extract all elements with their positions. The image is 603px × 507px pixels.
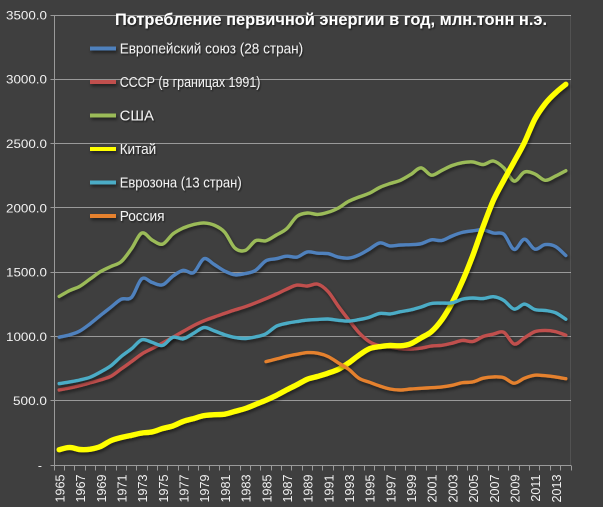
- svg-text:1965: 1965: [54, 475, 68, 503]
- svg-text:1983: 1983: [240, 475, 254, 503]
- svg-text:Китай: Китай: [120, 142, 157, 158]
- svg-text:1969: 1969: [95, 475, 109, 503]
- svg-text:2011: 2011: [529, 475, 543, 502]
- svg-text:1981: 1981: [219, 475, 233, 503]
- svg-text:1999: 1999: [405, 475, 419, 503]
- svg-text:Европейский союз (28 стран): Европейский союз (28 стран): [120, 42, 304, 58]
- svg-text:США: США: [120, 109, 155, 125]
- svg-text:2500.0: 2500.0: [6, 137, 47, 151]
- svg-text:2007: 2007: [488, 475, 502, 503]
- svg-text:Россия: Россия: [120, 209, 165, 225]
- svg-text:1977: 1977: [178, 475, 192, 503]
- svg-text:2001: 2001: [426, 475, 440, 503]
- svg-text:1995: 1995: [364, 475, 378, 503]
- svg-text:1991: 1991: [322, 475, 336, 503]
- svg-text:1967: 1967: [74, 475, 88, 503]
- svg-text:1975: 1975: [157, 475, 171, 503]
- svg-text:2013: 2013: [550, 475, 564, 503]
- svg-text:Еврозона (13 стран): Еврозона (13 стран): [120, 176, 242, 192]
- svg-text:1000.0: 1000.0: [6, 330, 47, 344]
- svg-text:3000.0: 3000.0: [6, 73, 47, 87]
- svg-text:2003: 2003: [446, 475, 460, 503]
- svg-text:1989: 1989: [302, 475, 316, 503]
- svg-text:1987: 1987: [281, 475, 295, 503]
- svg-text:1979: 1979: [198, 475, 212, 503]
- svg-text:-: -: [38, 458, 42, 472]
- svg-text:1993: 1993: [343, 475, 357, 503]
- svg-text:2009: 2009: [508, 475, 522, 503]
- svg-text:1971: 1971: [116, 475, 130, 503]
- svg-text:2005: 2005: [467, 475, 481, 503]
- svg-text:2000.0: 2000.0: [6, 201, 47, 215]
- svg-text:СССР (в границах 1991): СССР (в границах 1991): [120, 75, 261, 91]
- svg-text:1500.0: 1500.0: [6, 266, 47, 280]
- svg-text:Потребление первичной энерги: Потребление первичной энергии в год, млн…: [115, 10, 547, 29]
- svg-text:500.0: 500.0: [13, 394, 47, 408]
- svg-text:1973: 1973: [136, 475, 150, 503]
- svg-text:1985: 1985: [260, 475, 274, 503]
- svg-text:1997: 1997: [384, 475, 398, 503]
- svg-text:3500.0: 3500.0: [6, 8, 47, 22]
